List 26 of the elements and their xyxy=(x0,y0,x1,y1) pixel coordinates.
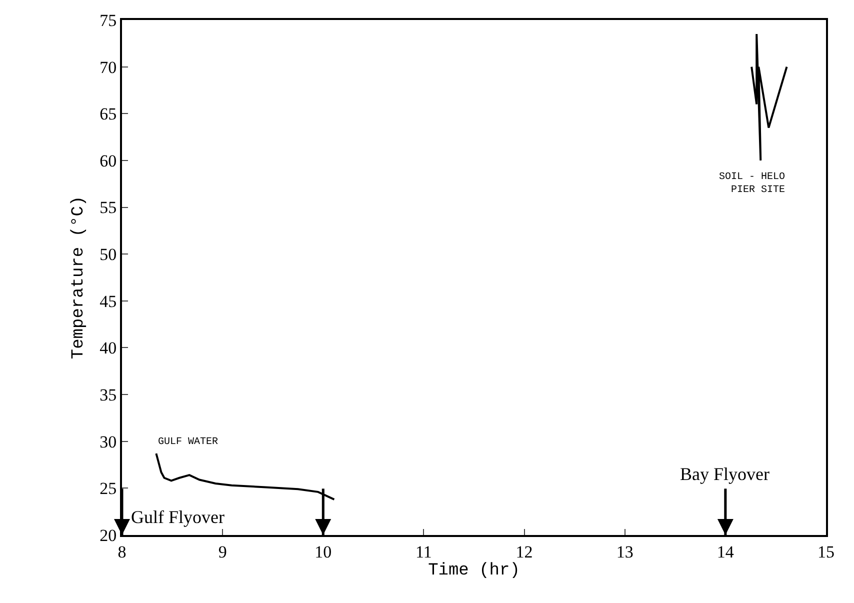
x-tick-label: 8 xyxy=(118,542,126,562)
y-tick-label: 70 xyxy=(100,58,117,77)
y-tick-label: 45 xyxy=(100,292,117,311)
x-tick-label: 10 xyxy=(314,542,332,562)
y-axis-title: Temperature (°C) xyxy=(70,196,89,360)
y-tick-label: 30 xyxy=(100,432,117,452)
y-tick-label: 55 xyxy=(100,198,117,218)
series-label: GULF WATER xyxy=(158,437,218,448)
x-tick-label: 9 xyxy=(218,542,227,562)
y-tick-label: 20 xyxy=(100,526,117,545)
x-tick-label: 13 xyxy=(616,542,634,562)
x-tick-label: 15 xyxy=(818,542,834,562)
y-tick-label: 65 xyxy=(100,104,117,124)
x-tick-label: 12 xyxy=(516,542,533,562)
x-axis-title: Time (hr) xyxy=(428,561,520,580)
x-tick-label: 14 xyxy=(716,542,734,562)
ref-line-label: Gulf Flyover xyxy=(131,507,224,527)
text: SOIL - HELO PIER SITE xyxy=(719,172,786,196)
y-tick-label: 75 xyxy=(100,10,117,30)
y-tick-label: 60 xyxy=(100,151,117,170)
y-tick-label: 50 xyxy=(100,245,117,264)
y-tick-label: 25 xyxy=(100,479,117,498)
x-tick-label: 11 xyxy=(416,542,432,562)
ref-line-label: Bay Flyover xyxy=(680,464,770,484)
y-tick-label: 35 xyxy=(100,386,117,404)
y-tick-label: 40 xyxy=(100,338,117,358)
